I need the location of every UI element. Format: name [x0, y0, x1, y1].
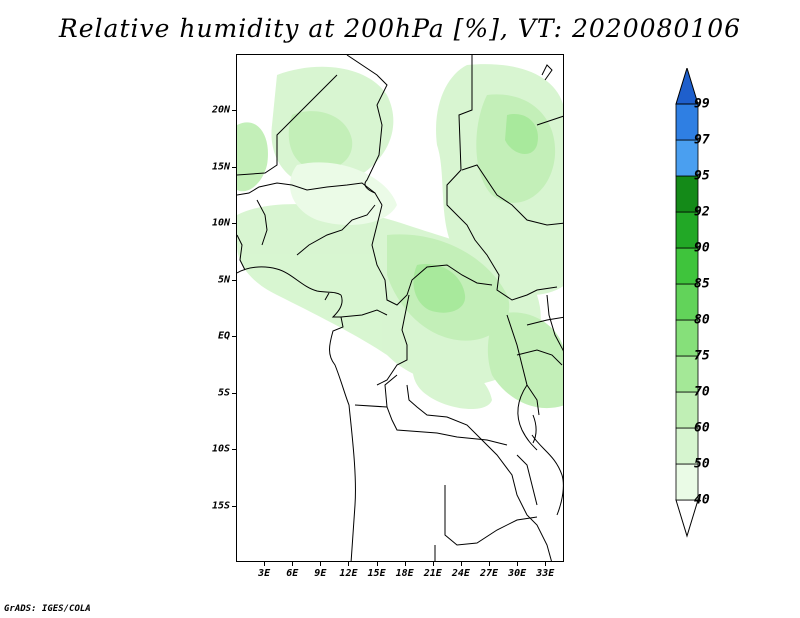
lat-tick-label: 15S: [211, 500, 230, 512]
colorbar-level-label: 40: [694, 492, 710, 508]
lat-tick-label: 5S: [217, 387, 230, 399]
lon-tick: [489, 562, 491, 566]
lon-tick-label: 33E: [536, 568, 555, 579]
lon-tick-label: 3E: [258, 568, 271, 579]
chart-title: Relative humidity at 200hPa [%], VT: 202…: [58, 14, 742, 43]
colorbar-level-label: 85: [694, 276, 710, 292]
lon-tick-label: 15E: [367, 568, 386, 579]
lat-tick-label: 10N: [211, 217, 230, 229]
lon-tick: [264, 562, 266, 566]
lon-tick: [545, 562, 547, 566]
colorbar-level-label: 50: [694, 456, 710, 472]
lon-tick: [517, 562, 519, 566]
lon-tick-label: 9E: [314, 568, 327, 579]
lat-tick-label: 5N: [217, 274, 230, 286]
lat-tick: [232, 110, 236, 112]
lon-tick-label: 30E: [508, 568, 527, 579]
lat-tick-label: 15N: [211, 161, 230, 173]
lon-tick-label: 12E: [339, 568, 358, 579]
lon-tick: [376, 562, 378, 566]
lat-tick-label: EQ: [217, 330, 230, 342]
lat-tick: [232, 279, 236, 281]
colorbar-level-label: 95: [694, 168, 710, 184]
lon-tick: [348, 562, 350, 566]
country-borders: [237, 55, 563, 561]
lat-tick: [232, 336, 236, 338]
lat-tick: [232, 505, 236, 507]
colorbar: [675, 68, 699, 538]
lon-tick: [432, 562, 434, 566]
colorbar-level-label: 75: [694, 348, 710, 364]
humidity-shading: [237, 64, 563, 410]
lon-tick: [292, 562, 294, 566]
lon-tick-label: 6E: [286, 568, 299, 579]
colorbar-level-label: 92: [694, 204, 710, 220]
colorbar-level-label: 99: [694, 96, 710, 112]
lat-tick: [232, 223, 236, 225]
lon-tick: [320, 562, 322, 566]
lat-tick: [232, 449, 236, 451]
colorbar-level-label: 80: [694, 312, 710, 328]
lon-tick-label: 21E: [423, 568, 442, 579]
lon-tick-label: 18E: [395, 568, 414, 579]
lon-tick-label: 24E: [451, 568, 470, 579]
colorbar-level-label: 97: [694, 132, 710, 148]
colorbar-level-label: 60: [694, 420, 710, 436]
colorbar-upper-triangle: [675, 68, 699, 105]
lat-tick: [232, 166, 236, 168]
credit-text: GrADS: IGES/COLA: [4, 604, 91, 614]
lat-tick: [232, 392, 236, 394]
map-canvas: [237, 55, 563, 561]
lon-tick: [460, 562, 462, 566]
lon-tick: [404, 562, 406, 566]
colorbar-level-label: 90: [694, 240, 710, 256]
map-panel: [236, 54, 564, 562]
lat-tick-label: 10S: [211, 443, 230, 455]
colorbar-level-label: 70: [694, 384, 710, 400]
lon-tick-label: 27E: [479, 568, 499, 579]
lat-tick-label: 20N: [211, 104, 230, 116]
